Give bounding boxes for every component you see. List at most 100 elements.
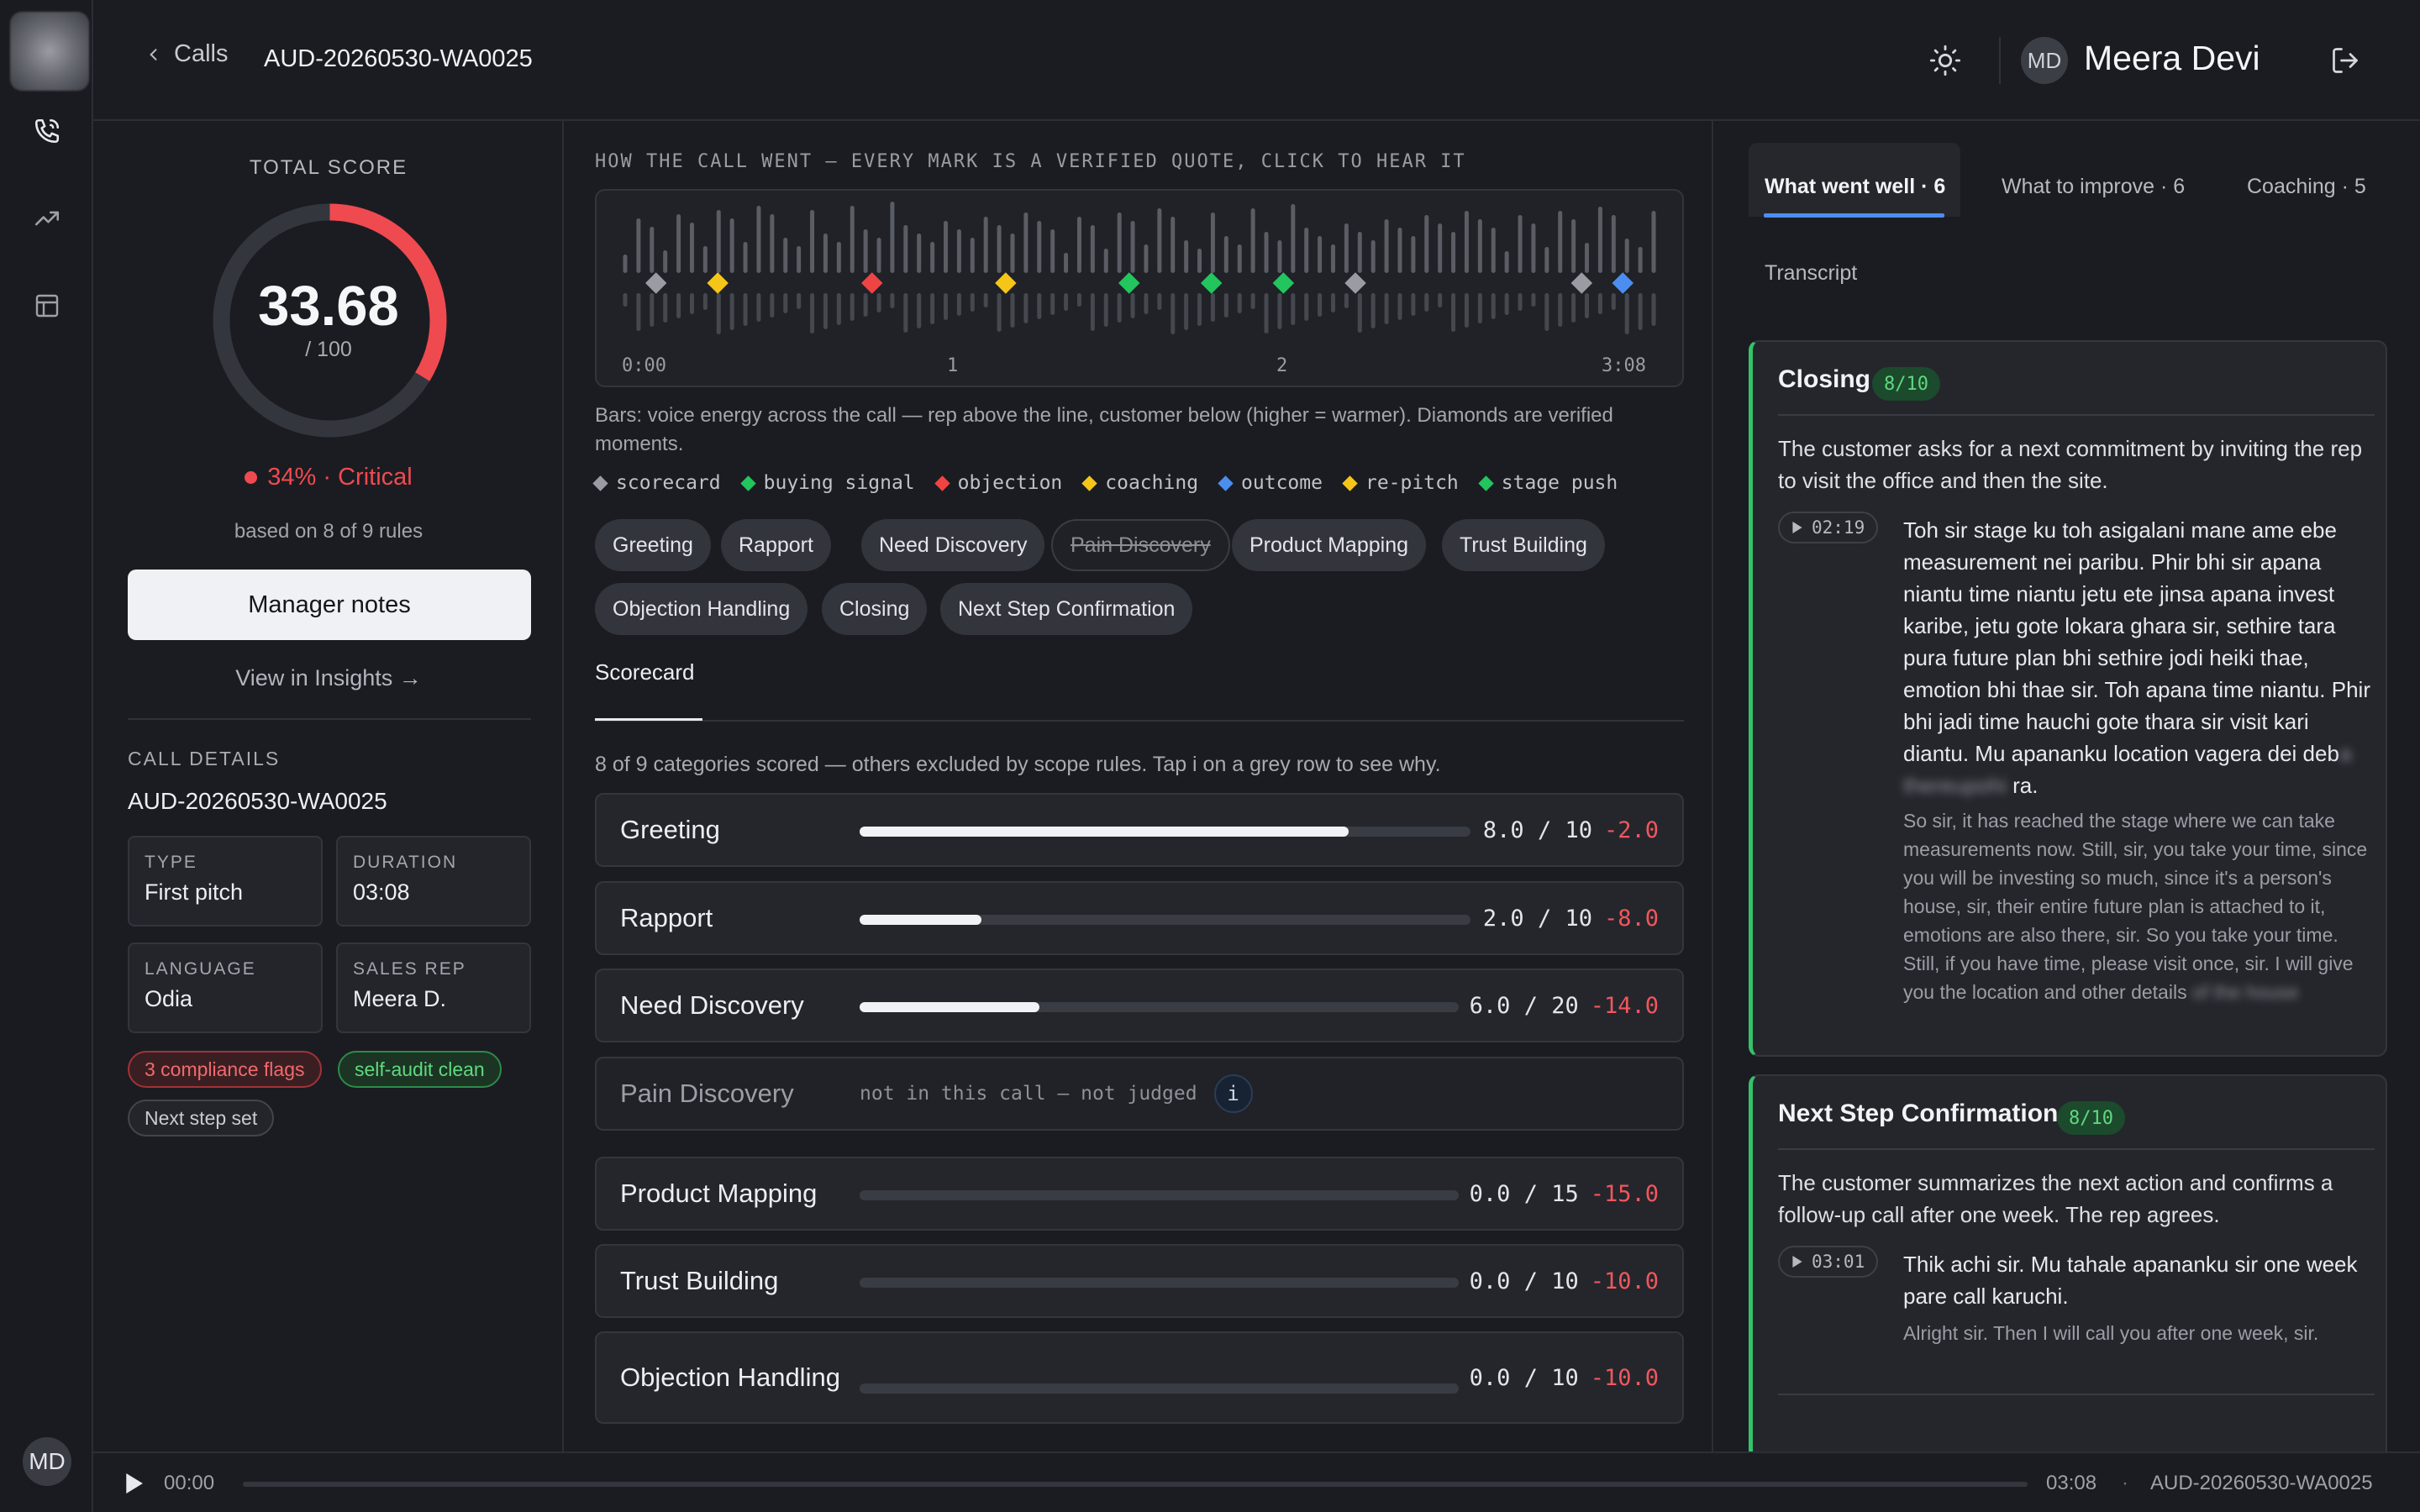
legend-label: coaching (1105, 472, 1199, 494)
separator: · (2122, 1472, 2128, 1494)
tab-scorecard[interactable]: Scorecard (595, 659, 695, 685)
rep-energy-bar (810, 210, 815, 273)
moment-marker-outcome[interactable] (1612, 272, 1634, 294)
rep-energy-bar (1477, 219, 1482, 273)
rep-energy-bar (1384, 219, 1389, 273)
rep-energy-bar (783, 238, 788, 273)
call-timeline[interactable]: 0:00 1 2 3:08 (595, 189, 1684, 387)
moment-marker-buying-signal[interactable] (1118, 272, 1140, 294)
sun-icon[interactable] (1923, 39, 1967, 82)
customer-energy-bar (1424, 293, 1429, 312)
detail-value: Meera D. (353, 986, 447, 1011)
rep-energy-bar (623, 255, 628, 273)
moment-marker-buying-signal[interactable] (1200, 272, 1223, 294)
customer-energy-bar (1144, 293, 1149, 314)
score-bar (860, 1278, 1459, 1288)
card-quote: Toh sir stage ku toh asigalani mane ame … (1903, 514, 2374, 801)
audio-progress-bar[interactable] (243, 1482, 2028, 1487)
tab-active-underline (1764, 213, 1944, 218)
layout-icon[interactable] (24, 282, 71, 329)
customer-energy-bar (1477, 293, 1482, 323)
score-delta: -10.0 (1590, 1364, 1659, 1391)
score-value: 2.0 / 10 (1482, 905, 1592, 932)
timeline-chart[interactable] (597, 191, 1686, 389)
category-chip[interactable]: Trust Building (1442, 519, 1605, 571)
total-score-denominator: / 100 (305, 338, 352, 361)
manager-notes-button[interactable]: Manager notes (128, 570, 531, 640)
moment-marker-coaching[interactable] (707, 272, 729, 294)
self-audit-badge[interactable]: self-audit clean (338, 1051, 502, 1088)
moment-marker-objection[interactable] (861, 272, 883, 294)
compliance-flags-badge[interactable]: 3 compliance flags (128, 1051, 322, 1088)
app-logo[interactable] (10, 12, 89, 91)
customer-energy-bar (716, 293, 721, 334)
category-chip[interactable]: Greeting (595, 519, 711, 571)
trending-up-icon[interactable] (24, 195, 71, 242)
scorecard-row[interactable]: Objection Handling 0.0 / 10 -10.0 (595, 1331, 1684, 1424)
scorecard-row[interactable]: Greeting 8.0 / 10 -2.0 (595, 793, 1684, 867)
category-chip[interactable]: Next Step Confirmation (940, 583, 1193, 635)
category-chip[interactable]: Rapport (721, 519, 831, 571)
rep-energy-bar (1344, 223, 1349, 273)
rep-energy-bar (650, 227, 655, 273)
moment-marker-buying-signal[interactable] (1272, 272, 1295, 294)
moment-marker-scorecard[interactable] (1344, 272, 1366, 294)
play-quote-button[interactable]: 03:01 (1778, 1246, 1879, 1278)
tab-coaching[interactable]: Coaching · 5 (2247, 175, 2366, 198)
legend-label: outcome (1241, 472, 1323, 494)
rep-energy-bar (1171, 217, 1176, 273)
customer-energy-bar (636, 293, 641, 331)
scorecard-row[interactable]: Need Discovery 6.0 / 20 -14.0 (595, 969, 1684, 1042)
view-insights-link[interactable]: View in Insights → (235, 665, 422, 690)
detail-type: TYPE First pitch (128, 836, 323, 927)
rep-energy-bar (1585, 243, 1590, 273)
moment-marker-coaching[interactable] (995, 272, 1017, 294)
score-gauge (213, 203, 447, 438)
scorecard-row[interactable]: Rapport 2.0 / 10 -8.0 (595, 881, 1684, 955)
customer-energy-bar (823, 293, 828, 329)
rep-energy-bar (1023, 213, 1028, 273)
play-quote-button[interactable]: 02:19 (1778, 512, 1879, 543)
avatar[interactable]: MD (2021, 37, 2068, 84)
category-chip[interactable]: Objection Handling (595, 583, 808, 635)
tab-what-went-well[interactable]: What went well · 6 (1765, 175, 1946, 198)
detail-key: TYPE (145, 853, 197, 872)
detail-value: First pitch (145, 879, 244, 905)
scorecard-row[interactable]: Trust Building 0.0 / 10 -10.0 (595, 1244, 1684, 1318)
customer-energy-bar (956, 293, 961, 316)
customer-energy-bar (1624, 293, 1629, 334)
rep-energy-bar (1064, 253, 1069, 273)
customer-energy-bar (1223, 293, 1228, 318)
rep-energy-bar (1103, 249, 1108, 273)
moment-marker-scorecard[interactable] (1570, 272, 1593, 294)
customer-energy-bar (1023, 293, 1028, 323)
tab-what-to-improve[interactable]: What to improve · 6 (2002, 175, 2186, 198)
tab-transcript[interactable]: Transcript (1765, 261, 1858, 285)
calls-nav-icon[interactable] (24, 108, 71, 155)
rep-energy-bar (1518, 215, 1523, 273)
customer-energy-bar (1438, 293, 1443, 307)
category-chip[interactable]: Closing (822, 583, 928, 635)
scorecard-row[interactable]: Pain Discovery not in this call — not jud… (595, 1057, 1684, 1131)
category-chip[interactable]: Pain Discovery (1051, 519, 1230, 571)
rep-energy-bar (1357, 232, 1362, 273)
back-to-calls-link[interactable]: Calls (145, 40, 228, 68)
next-step-badge[interactable]: Next step set (128, 1100, 275, 1137)
rep-energy-bar (1318, 236, 1323, 273)
category-chip[interactable]: Product Mapping (1232, 519, 1427, 571)
logout-icon[interactable] (2323, 39, 2367, 82)
top-header: Calls AUD-20260530-WA0025 MD Meera Devi (93, 0, 2420, 121)
rep-energy-bar (903, 225, 908, 273)
user-avatar-rail[interactable]: MD (23, 1437, 71, 1486)
moment-marker-scorecard[interactable] (644, 272, 667, 294)
rep-energy-bar (1291, 204, 1296, 273)
quote-timestamp: 02:19 (1812, 517, 1865, 538)
category-chip[interactable]: Need Discovery (861, 519, 1045, 571)
play-button[interactable] (120, 1470, 147, 1497)
customer-energy-bar (1611, 293, 1616, 310)
info-icon[interactable]: i (1213, 1074, 1253, 1113)
customer-energy-bar (743, 293, 748, 326)
scorecard-row[interactable]: Product Mapping 0.0 / 15 -15.0 (595, 1157, 1684, 1231)
insight-card-next-step: Next Step Confirmation 8/10 The customer… (1749, 1074, 2387, 1452)
score-delta: -10.0 (1590, 1268, 1659, 1294)
